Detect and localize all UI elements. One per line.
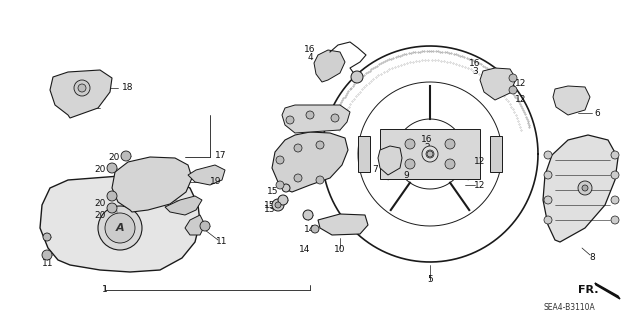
Text: 20: 20 [94,198,106,207]
Circle shape [294,174,302,182]
Polygon shape [40,176,200,272]
Text: 12: 12 [474,181,486,189]
Polygon shape [480,68,516,100]
Text: FR.: FR. [578,285,598,295]
Circle shape [276,181,284,189]
Text: 3: 3 [472,68,478,77]
Text: 20: 20 [94,211,106,219]
Circle shape [105,213,135,243]
Polygon shape [314,50,345,82]
Polygon shape [272,132,348,192]
Text: 16: 16 [421,136,433,145]
Circle shape [427,151,433,157]
Polygon shape [378,146,402,175]
Circle shape [276,156,284,164]
Text: 18: 18 [122,84,134,93]
Circle shape [445,159,455,169]
Text: 11: 11 [216,238,228,247]
Text: 12: 12 [515,95,527,105]
Circle shape [544,216,552,224]
Circle shape [306,111,314,119]
Circle shape [42,250,52,260]
Text: 9: 9 [403,170,409,180]
Polygon shape [358,136,370,172]
Text: 6: 6 [594,108,600,117]
Text: 17: 17 [215,151,227,160]
Circle shape [311,225,319,233]
Text: 20: 20 [108,153,120,162]
Text: 14: 14 [304,226,316,234]
Text: A: A [116,223,124,233]
Text: 11: 11 [42,258,54,268]
Circle shape [74,80,90,96]
Polygon shape [595,283,620,299]
Circle shape [107,163,117,173]
Polygon shape [380,129,480,179]
Polygon shape [50,70,112,118]
Polygon shape [490,136,502,172]
Circle shape [611,171,619,179]
Circle shape [121,151,131,161]
Circle shape [445,139,455,149]
Circle shape [331,114,339,122]
Circle shape [509,74,517,82]
Polygon shape [112,157,192,212]
Circle shape [544,196,552,204]
Circle shape [509,86,517,94]
Circle shape [405,139,415,149]
Circle shape [107,191,117,201]
Circle shape [278,195,288,205]
Circle shape [422,146,438,162]
Text: 1: 1 [102,286,108,294]
Circle shape [405,159,415,169]
Text: 19: 19 [210,177,221,187]
Text: 20: 20 [94,166,106,174]
Text: 5: 5 [427,276,433,285]
Text: 7: 7 [372,166,378,174]
Circle shape [275,202,281,208]
Text: 12: 12 [515,78,527,87]
Text: 2: 2 [424,144,430,152]
Text: 8: 8 [589,254,595,263]
Text: 16: 16 [304,44,316,54]
Text: 15: 15 [264,201,276,210]
Text: 16: 16 [469,58,481,68]
Circle shape [294,144,302,152]
Polygon shape [543,135,618,242]
Circle shape [43,233,51,241]
Circle shape [351,71,363,83]
Circle shape [611,196,619,204]
Text: 4: 4 [307,53,313,62]
Circle shape [582,185,588,191]
Polygon shape [318,214,368,235]
Polygon shape [165,196,202,215]
Text: 13: 13 [264,205,276,214]
Circle shape [544,171,552,179]
Polygon shape [185,215,205,235]
Circle shape [544,151,552,159]
Circle shape [200,221,210,231]
Circle shape [272,199,284,211]
Circle shape [578,181,592,195]
Circle shape [282,184,290,192]
Text: 14: 14 [300,246,310,255]
Text: SEA4-B3110A: SEA4-B3110A [543,302,595,311]
Circle shape [98,206,142,250]
Circle shape [78,84,86,92]
Polygon shape [188,165,225,185]
Text: SRS: SRS [111,210,119,214]
Circle shape [107,203,117,213]
Circle shape [426,150,434,158]
Circle shape [286,116,294,124]
Text: 10: 10 [334,246,346,255]
Text: 15: 15 [268,188,279,197]
Polygon shape [553,86,590,115]
Circle shape [303,210,313,220]
Text: 12: 12 [474,158,486,167]
Circle shape [316,176,324,184]
Circle shape [316,141,324,149]
Polygon shape [282,105,350,133]
Circle shape [611,216,619,224]
Circle shape [611,151,619,159]
